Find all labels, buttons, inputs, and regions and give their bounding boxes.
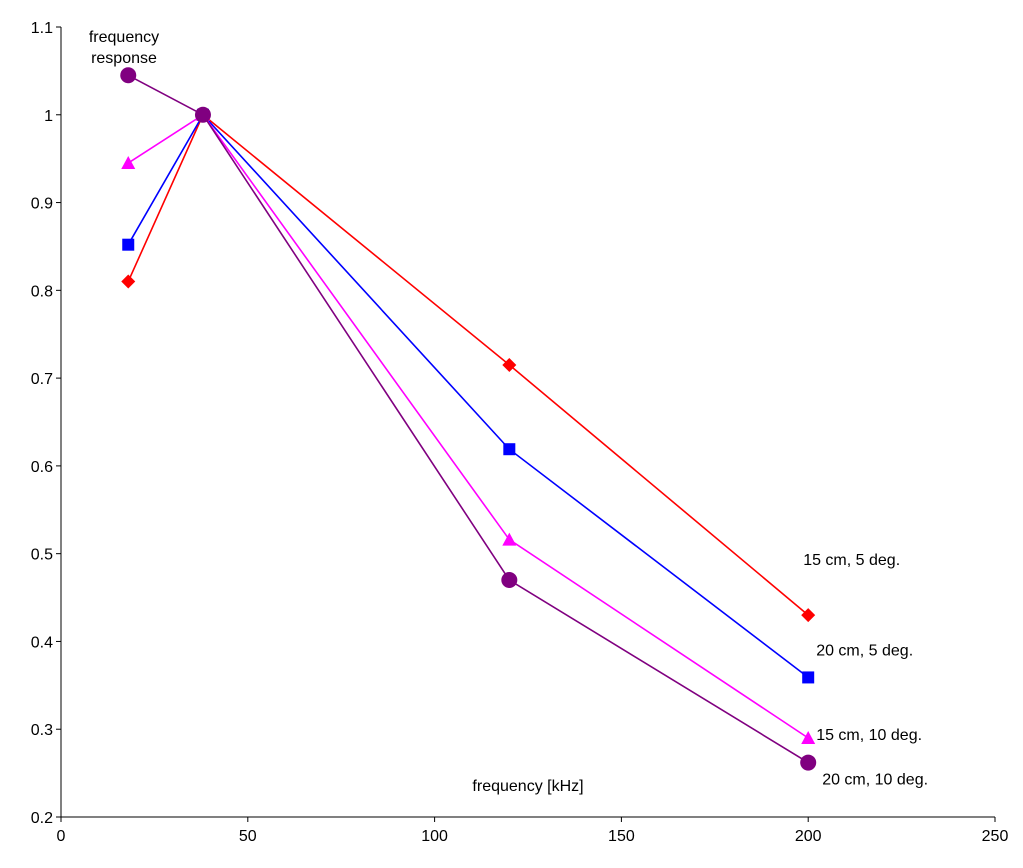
data-point [502, 357, 517, 372]
x-tick-label: 0 [57, 828, 66, 845]
series-layer [120, 67, 817, 771]
series-labels: 15 cm, 5 deg. 20 cm, 5 deg. 15 cm, 10 deg.… [803, 552, 928, 788]
data-point [502, 532, 517, 546]
y-tick-label: 0.7 [31, 371, 53, 388]
y-axis-title-line-1: frequency [89, 29, 159, 46]
data-point [802, 671, 815, 684]
series-line [127, 113, 809, 616]
y-tick-label: 0.4 [31, 634, 53, 651]
series-label: 20 cm, 10 deg. [822, 772, 928, 789]
y-axis-title-line-2: response [91, 50, 157, 67]
x-tick-label: 250 [982, 828, 1009, 845]
y-tick-label: 0.2 [31, 810, 53, 827]
y-tick-label: 0.6 [31, 459, 53, 476]
y-tick-label: 0.3 [31, 722, 53, 739]
data-point [801, 731, 816, 744]
axes: 0.2 0.3 0.4 0.5 0.6 0.7 0.8 0.9 1 1.1 0 50 100 150 200… [31, 20, 1009, 845]
series-label: 20 cm, 5 deg. [816, 642, 913, 659]
x-axis-title: frequency [kHz] [472, 778, 583, 795]
y-tick-label: 1 [44, 108, 53, 125]
data-point [503, 443, 516, 456]
x-tick-label: 50 [239, 828, 257, 845]
x-tick-label: 200 [795, 828, 822, 845]
series-label: 15 cm, 5 deg. [803, 552, 900, 569]
data-point [194, 106, 211, 123]
y-tick-label: 0.5 [31, 547, 53, 564]
data-point [122, 238, 135, 251]
x-tick-label: 100 [421, 828, 448, 845]
y-tick-label: 0.8 [31, 283, 53, 300]
data-point [501, 572, 518, 588]
data-point [121, 274, 136, 289]
data-point [121, 156, 136, 170]
series-line [127, 113, 809, 739]
series-label: 15 cm, 10 deg. [816, 727, 922, 744]
data-point [801, 608, 816, 623]
y-tick-label: 0.9 [31, 196, 53, 213]
series-20-cm-10-deg [120, 67, 817, 771]
data-point [120, 67, 137, 84]
series-line [127, 113, 809, 679]
y-tick-label: 1.1 [31, 20, 53, 37]
series-line [127, 74, 809, 764]
x-tick-label: 150 [608, 828, 635, 845]
series-15-cm-5-deg [121, 107, 816, 623]
data-point [800, 754, 817, 771]
